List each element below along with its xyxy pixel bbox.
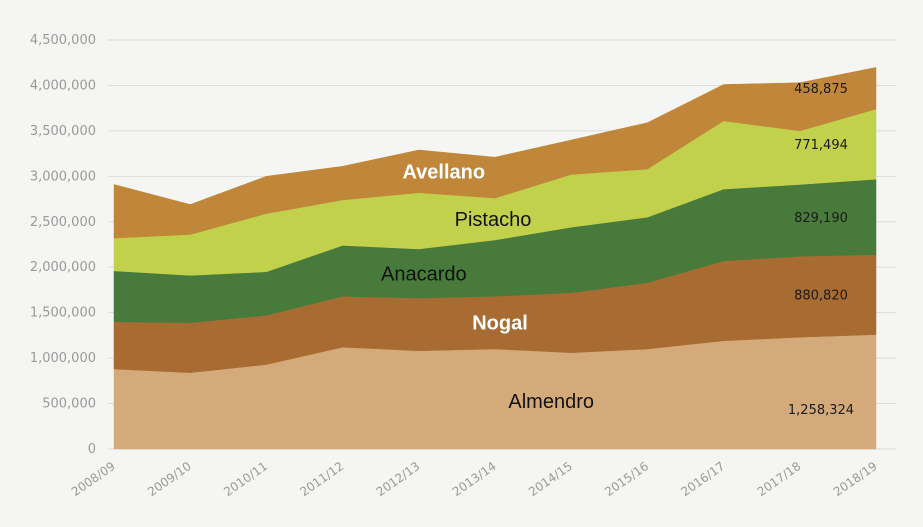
value-labels: 1,258,324 880,820 829,190 771,494 458,875 bbox=[788, 82, 854, 418]
x-tick-label: 2018/19 bbox=[831, 459, 880, 499]
series-label-pistacho: Pistacho bbox=[455, 209, 532, 231]
x-tick-label: 2014/15 bbox=[526, 459, 575, 499]
value-label: 829,190 bbox=[794, 211, 848, 226]
series-label-avellano: Avellano bbox=[402, 161, 485, 183]
x-tick-label: 2015/16 bbox=[602, 459, 651, 499]
series-label-almendro: Almendro bbox=[508, 391, 594, 413]
y-tick-label: 2,500,000 bbox=[30, 215, 96, 230]
y-axis-ticks: 0 500,000 1,000,000 1,500,000 2,000,000 2,500… bbox=[30, 33, 96, 457]
x-tick-label: 2017/18 bbox=[755, 459, 804, 499]
x-tick-label: 2011/12 bbox=[297, 459, 346, 499]
x-tick-label: 2012/13 bbox=[374, 459, 423, 499]
area-avellano bbox=[113, 67, 877, 239]
y-tick-label: 4,000,000 bbox=[30, 78, 96, 93]
series-areas bbox=[113, 67, 877, 450]
y-tick-label: 1,500,000 bbox=[30, 306, 96, 321]
y-tick-label: 3,000,000 bbox=[30, 169, 96, 184]
x-tick-label: 2009/10 bbox=[145, 459, 194, 499]
y-tick-label: 3,500,000 bbox=[30, 124, 96, 139]
x-tick-label: 2010/11 bbox=[221, 459, 270, 499]
value-label: 771,494 bbox=[794, 138, 848, 153]
value-label: 1,258,324 bbox=[788, 403, 854, 418]
series-labels: Almendro Nogal Anacardo Pistacho Avellano bbox=[381, 161, 594, 412]
value-label: 458,875 bbox=[794, 82, 848, 97]
x-tick-label: 2013/14 bbox=[450, 459, 499, 499]
y-tick-label: 1,000,000 bbox=[30, 351, 96, 366]
x-tick-label: 2016/17 bbox=[678, 459, 727, 499]
x-tick-label: 2008/09 bbox=[69, 459, 118, 499]
series-label-anacardo: Anacardo bbox=[381, 264, 467, 286]
value-label: 880,820 bbox=[794, 289, 848, 304]
x-axis-ticks: 2008/09 2009/10 2010/11 2011/12 2012/13 2013/… bbox=[69, 459, 880, 499]
series-label-nogal: Nogal bbox=[472, 313, 528, 335]
y-tick-label: 0 bbox=[88, 442, 96, 457]
y-tick-label: 2,000,000 bbox=[30, 260, 96, 275]
y-tick-label: 4,500,000 bbox=[30, 33, 96, 48]
y-tick-label: 500,000 bbox=[42, 397, 96, 412]
